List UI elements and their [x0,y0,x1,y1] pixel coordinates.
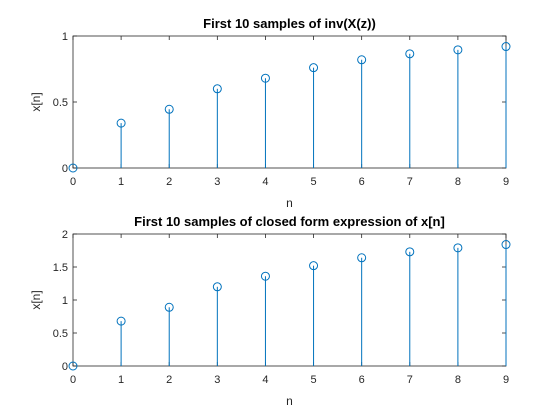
bottom-ytick-label: 0 [62,361,68,373]
top-stem-marker [405,49,415,59]
bottom-xtick-label: 2 [166,374,172,386]
bottom-stem-marker [357,253,367,263]
bottom-ytick-label: 2 [62,229,68,241]
top-ytick-label: 0 [62,163,68,175]
bottom-xtick-label: 5 [310,374,316,386]
bottom-stem-marker [501,240,511,250]
bottom-stem-marker [453,243,463,253]
top-stem-marker [116,118,126,128]
bottom-stem-marker [68,361,78,371]
top-stem-marker [212,84,222,94]
bottom-ytick-label: 1.5 [53,262,68,274]
top-xtick-label: 0 [70,176,76,188]
top-stem-marker [357,55,367,65]
bottom-xtick-label: 1 [118,374,124,386]
bottom-title: First 10 samples of closed form expressi… [134,214,445,229]
bottom-stem-marker [116,316,126,326]
top-ytick-label: 1 [62,31,68,43]
top-xtick-label: 4 [262,176,268,188]
bottom-xtick-label: 9 [503,374,509,386]
top-ylabel: x[n] [29,92,43,111]
bottom-xtick-label: 8 [455,374,461,386]
top-stem-marker [453,45,463,55]
bottom-xlabel: n [286,394,293,408]
bottom-stem-marker [405,247,415,257]
top-stem-marker [260,73,270,83]
bottom-xtick-label: 7 [407,374,413,386]
top-xtick-label: 9 [503,176,509,188]
top-axes-box [72,35,507,169]
top-xtick-label: 1 [118,176,124,188]
top-title: First 10 samples of inv(X(z)) [203,16,376,31]
top-xtick-label: 5 [310,176,316,188]
top-stem-marker [164,104,174,114]
top-stem-marker [501,42,511,52]
subplot-top: First 10 samples of inv(X(z)) 0 1 2 3 4 5 6 7 8 9 0… [29,16,511,210]
top-xtick-label: 8 [455,176,461,188]
bottom-stem-marker [164,302,174,312]
top-xtick-label: 3 [214,176,220,188]
top-xtick-label: 6 [359,176,365,188]
top-xtick-label: 7 [407,176,413,188]
bottom-xtick-label: 0 [70,374,76,386]
bottom-ylabel: x[n] [29,290,43,309]
top-ytick-label: 0.5 [53,97,68,109]
bottom-ytick-label: 1 [62,295,68,307]
bottom-xtick-label: 3 [214,374,220,386]
bottom-axes-box [72,233,507,367]
bottom-stem-marker [212,282,222,292]
top-stem-marker [68,163,78,173]
top-xtick-label: 2 [166,176,172,188]
bottom-ytick-label: 0.5 [53,328,68,340]
bottom-stem-marker [260,271,270,281]
top-xlabel: n [286,196,293,210]
top-stem-marker [309,63,319,73]
bottom-xtick-label: 6 [359,374,365,386]
subplot-bottom: First 10 samples of closed form expressi… [29,214,511,408]
bottom-xtick-label: 4 [262,374,268,386]
bottom-stem-marker [309,261,319,271]
